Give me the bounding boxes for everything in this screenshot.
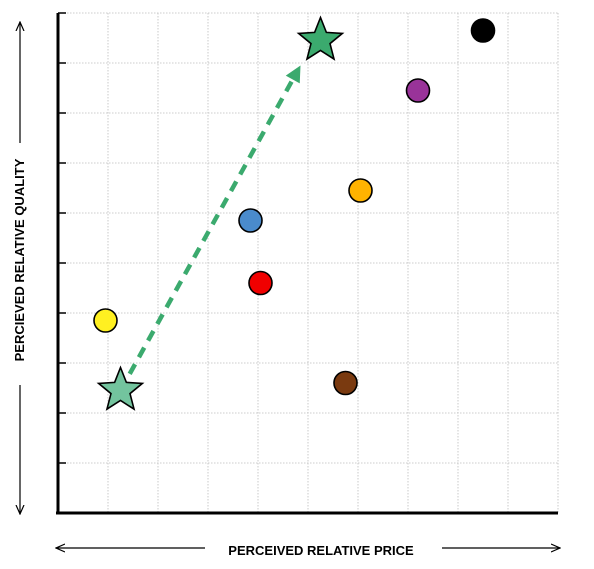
trajectory-arrow-shaft (118, 78, 295, 392)
x-axis-label-group: PERCEIVED RELATIVE PRICE (56, 543, 560, 558)
data-point-2 (238, 208, 263, 233)
star-marker-start (96, 365, 145, 411)
y-axis-title: PERCIEVED RELATIVE QUALITY (12, 158, 27, 361)
star-marker-end (296, 15, 345, 61)
x-axis-title: PERCEIVED RELATIVE PRICE (228, 543, 414, 558)
data-point-3 (248, 270, 273, 296)
trajectory-arrow (118, 65, 301, 392)
grid (58, 12, 559, 513)
trajectory-arrow-head (285, 65, 301, 84)
data-point-1 (93, 308, 118, 333)
axes (56, 13, 558, 515)
y-axis-label-group: PERCIEVED RELATIVE QUALITY (12, 22, 27, 514)
data-point-7 (470, 18, 496, 43)
data-points (93, 15, 496, 411)
data-point-5 (333, 370, 358, 396)
data-point-4 (348, 178, 373, 203)
data-point-6 (405, 78, 431, 103)
